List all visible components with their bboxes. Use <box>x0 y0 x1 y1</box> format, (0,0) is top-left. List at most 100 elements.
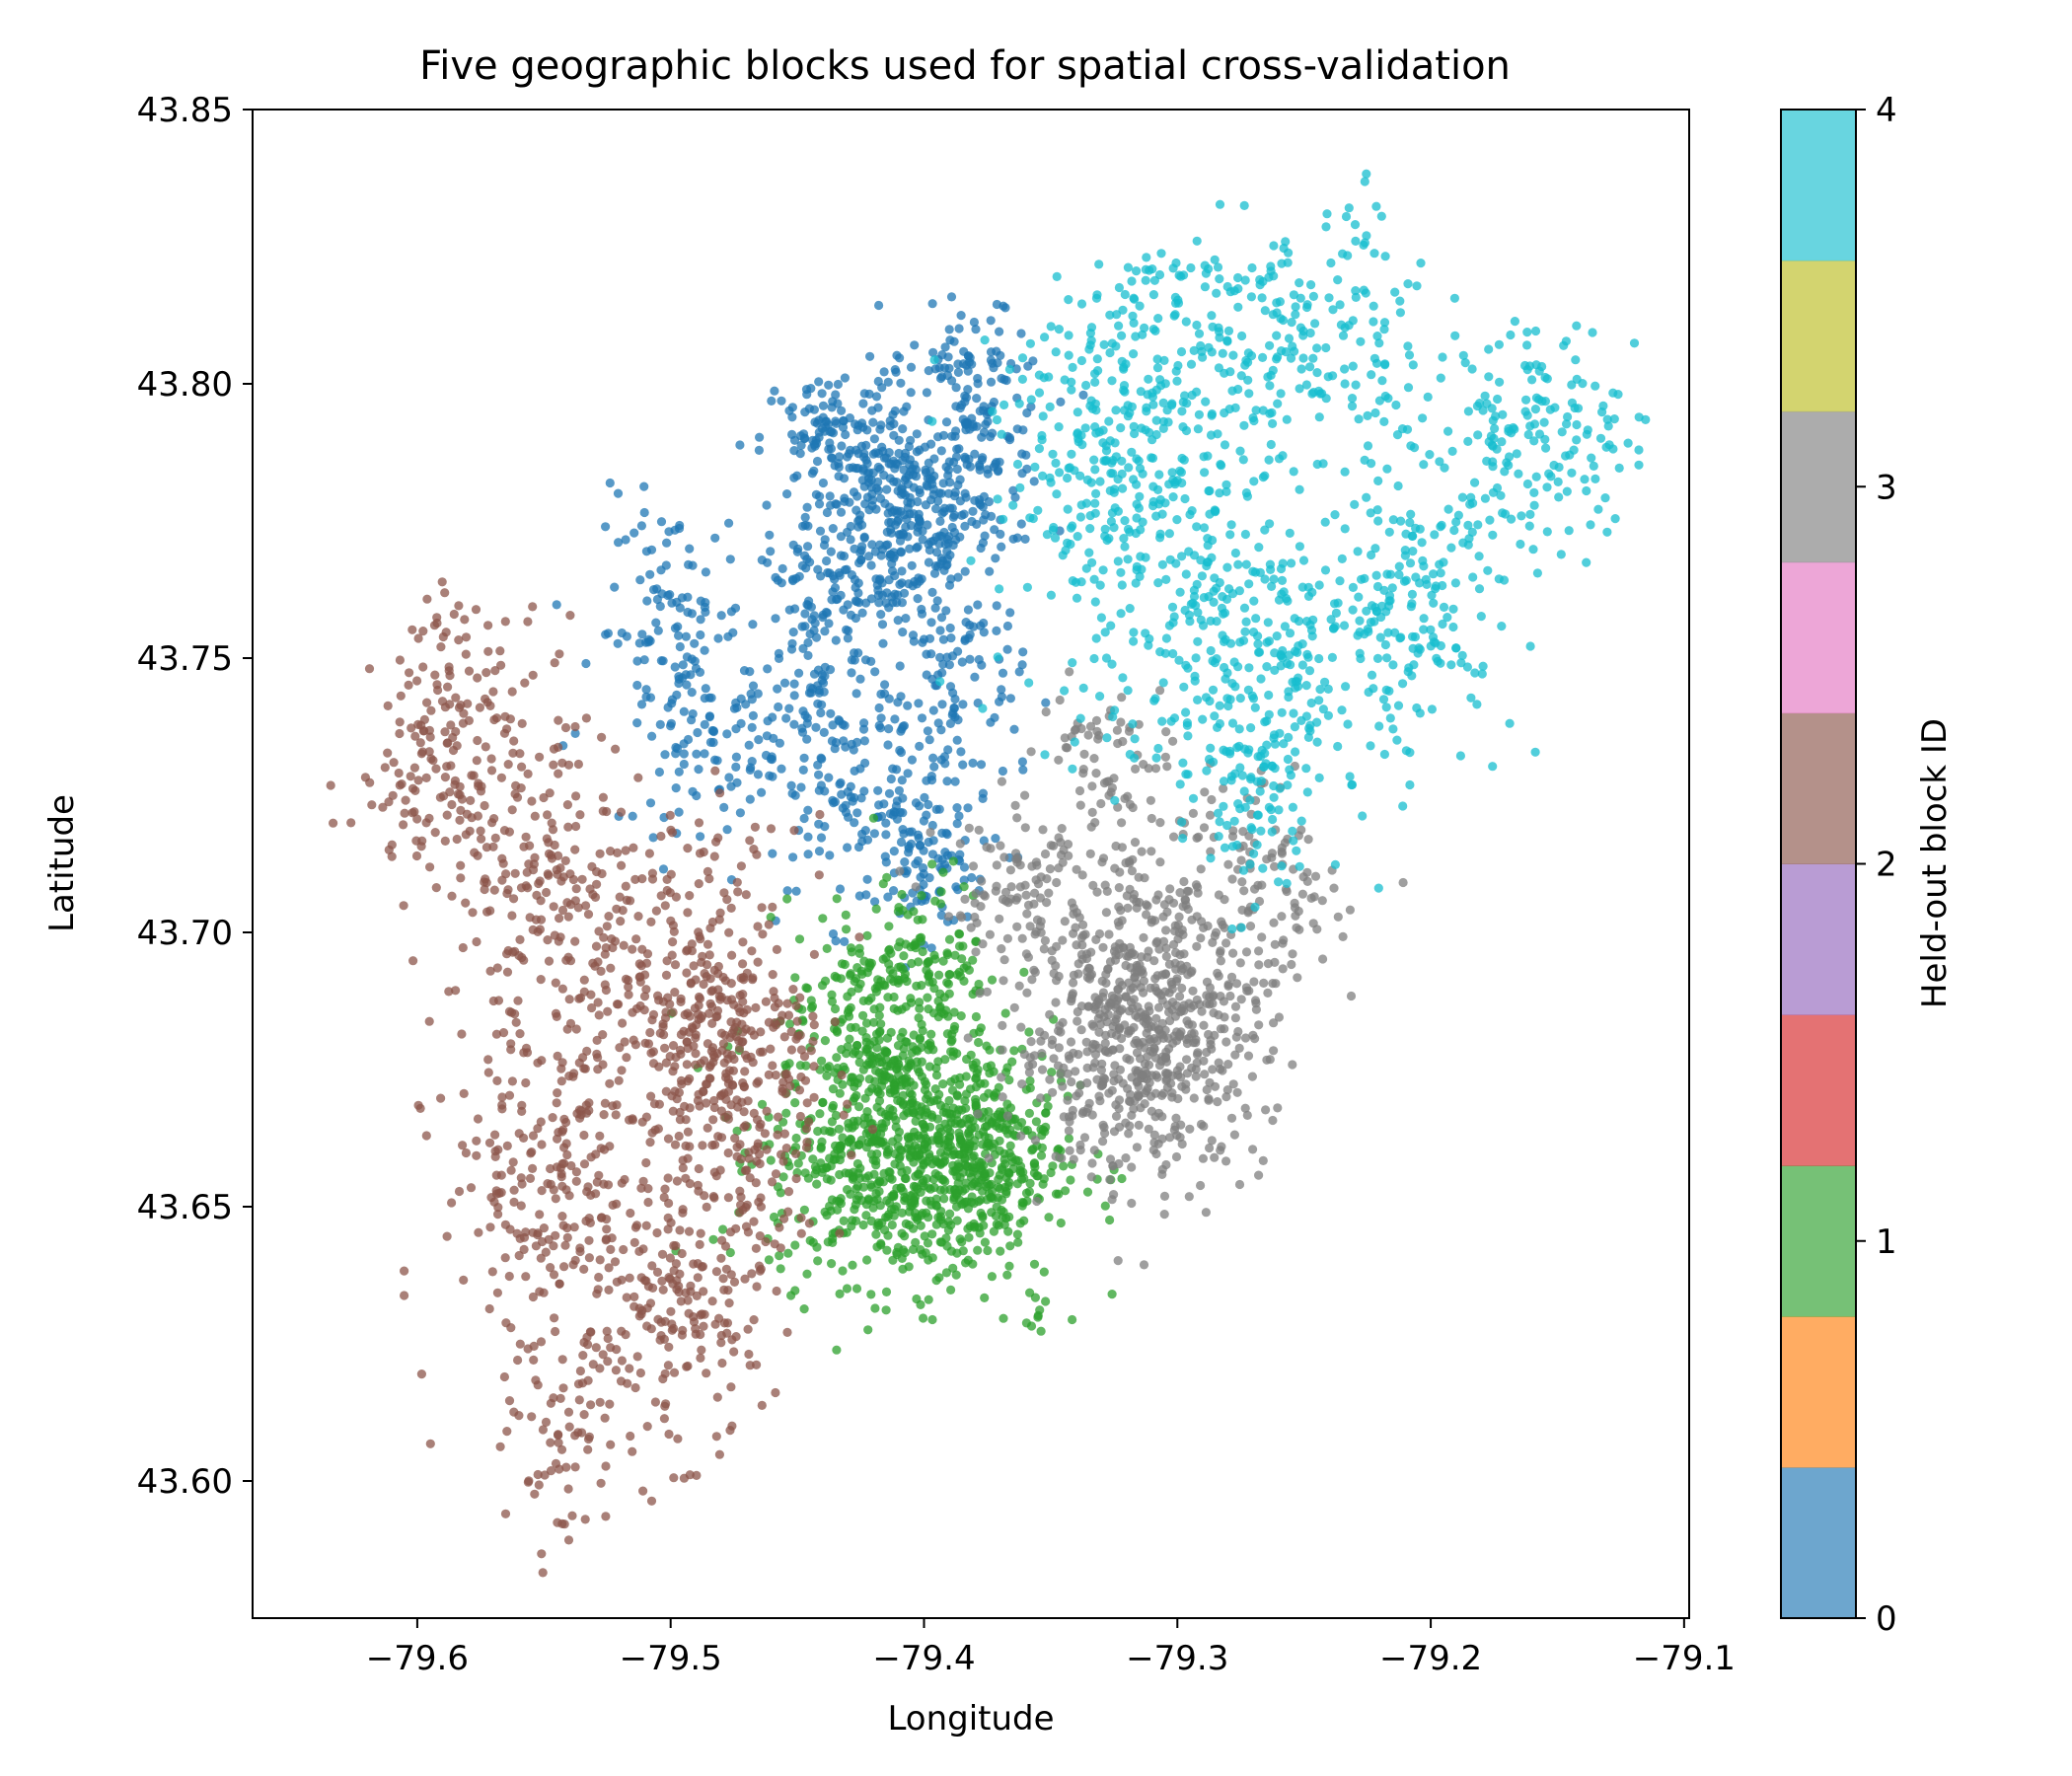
data-point <box>931 1071 942 1080</box>
data-point <box>754 1261 765 1271</box>
data-point <box>1029 477 1039 486</box>
data-point <box>716 1133 727 1143</box>
data-point <box>593 1285 603 1295</box>
data-point <box>732 1151 742 1161</box>
data-point <box>605 478 615 488</box>
data-point <box>940 1119 950 1129</box>
data-point <box>537 1056 547 1066</box>
data-point <box>1132 903 1142 913</box>
data-point <box>752 1360 762 1369</box>
data-point <box>558 1383 568 1393</box>
data-point <box>748 1058 758 1068</box>
data-point <box>871 504 881 514</box>
data-point <box>875 1177 885 1187</box>
data-point <box>1068 1314 1077 1325</box>
data-point <box>771 1169 781 1179</box>
data-point <box>927 850 938 859</box>
data-point <box>770 1239 779 1249</box>
data-point <box>557 984 568 994</box>
data-point <box>1278 964 1288 974</box>
data-point <box>814 377 824 387</box>
data-point <box>583 1444 593 1454</box>
data-point <box>567 1511 577 1520</box>
data-point <box>1239 886 1249 896</box>
data-point <box>682 946 692 956</box>
data-point <box>1288 1060 1297 1070</box>
data-point <box>893 1041 904 1051</box>
data-point <box>686 1281 696 1291</box>
data-point <box>1248 1145 1258 1154</box>
data-point <box>960 1184 970 1194</box>
data-point <box>395 717 405 727</box>
data-point <box>846 610 856 621</box>
data-point <box>500 711 510 721</box>
data-point <box>872 1148 882 1159</box>
data-point <box>485 1222 495 1232</box>
data-point <box>584 1253 595 1263</box>
data-point <box>663 1213 673 1222</box>
data-point <box>986 844 996 853</box>
data-point <box>1109 1190 1119 1200</box>
data-point <box>1113 918 1123 927</box>
data-point <box>633 912 643 922</box>
data-point <box>1020 534 1030 545</box>
data-point <box>635 972 645 982</box>
data-point <box>543 869 553 879</box>
data-point <box>896 378 906 388</box>
data-point <box>1182 1038 1192 1049</box>
data-point <box>1107 1290 1117 1299</box>
data-point <box>1150 764 1161 774</box>
data-point <box>1072 940 1081 950</box>
data-point <box>952 464 962 475</box>
data-point <box>515 1029 525 1039</box>
data-point <box>830 1017 841 1027</box>
data-point <box>953 367 964 377</box>
data-point <box>955 475 965 484</box>
data-point <box>530 811 540 821</box>
data-point <box>785 1081 795 1091</box>
data-point <box>881 453 891 463</box>
data-point <box>657 1249 668 1259</box>
data-point <box>889 419 899 429</box>
data-point <box>863 1171 873 1181</box>
data-point <box>890 570 900 581</box>
data-point <box>437 577 447 587</box>
data-point <box>955 839 965 849</box>
data-point <box>903 910 913 920</box>
data-point <box>1017 757 1027 767</box>
data-point <box>1237 877 1247 887</box>
data-point <box>1127 1198 1137 1209</box>
data-point <box>684 1226 695 1236</box>
data-point <box>675 1225 685 1235</box>
data-point <box>766 547 776 556</box>
data-point <box>466 795 476 806</box>
data-point <box>699 1321 708 1331</box>
data-point <box>506 1165 516 1175</box>
data-point <box>1251 1004 1261 1014</box>
data-point <box>966 1084 976 1094</box>
data-point <box>755 1047 766 1057</box>
data-point <box>626 896 635 906</box>
data-point <box>842 925 851 934</box>
data-point <box>1002 621 1012 631</box>
data-point <box>709 1102 719 1113</box>
data-point <box>858 724 869 734</box>
data-point <box>832 1027 843 1037</box>
data-point <box>464 666 475 676</box>
data-point <box>998 766 1008 777</box>
data-point <box>997 1073 1006 1082</box>
data-point <box>690 1003 701 1013</box>
data-point <box>831 1154 841 1164</box>
data-point <box>525 1173 536 1183</box>
data-point <box>814 688 825 698</box>
data-point <box>559 1143 569 1152</box>
data-point <box>646 1324 656 1334</box>
data-point <box>1223 859 1233 869</box>
data-point <box>956 311 966 321</box>
data-point <box>782 489 792 499</box>
data-point <box>1115 1006 1125 1016</box>
data-point <box>861 1143 872 1152</box>
data-point <box>828 1084 839 1094</box>
data-point <box>630 1382 640 1393</box>
data-point <box>1196 933 1206 943</box>
